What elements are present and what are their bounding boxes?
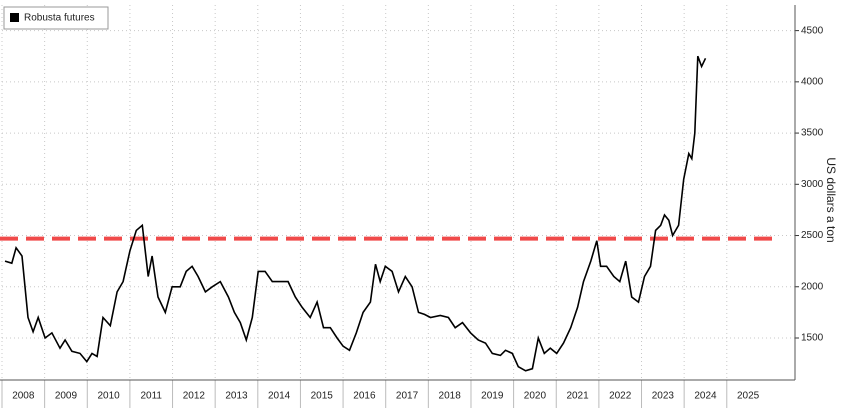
x-tick-label: 2024 xyxy=(694,391,717,402)
y-tick-label: 3000 xyxy=(801,179,824,190)
y-tick-label: 4500 xyxy=(801,25,824,36)
x-tick-label: 2023 xyxy=(652,391,675,402)
legend-box xyxy=(3,6,109,30)
x-tick-label: 2009 xyxy=(55,391,78,402)
x-tick-label: 2016 xyxy=(353,391,376,402)
x-tick-label: 2015 xyxy=(311,391,334,402)
x-tick-label: 2020 xyxy=(524,391,547,402)
legend-swatch xyxy=(10,13,19,22)
x-tick-label: 2013 xyxy=(225,391,248,402)
x-tick-label: 2019 xyxy=(481,391,504,402)
y-tick-label: 1500 xyxy=(801,333,824,344)
x-tick-label: 2014 xyxy=(268,391,291,402)
x-tick-label: 2017 xyxy=(396,391,419,402)
x-tick-label: 2018 xyxy=(439,391,462,402)
x-tick-label: 2010 xyxy=(97,391,120,402)
line-series xyxy=(4,55,707,372)
x-tick-label: 2021 xyxy=(566,391,589,402)
x-tick-label: 2022 xyxy=(609,391,632,402)
y-tick-label: 2500 xyxy=(801,230,824,241)
x-tick-label: 2025 xyxy=(737,391,760,402)
y-axis-label: US dollars a ton xyxy=(824,157,838,242)
x-tick-label: 2011 xyxy=(140,391,162,402)
y-tick-label: 4000 xyxy=(801,76,824,87)
x-tick-label: 2012 xyxy=(183,391,206,402)
x-tick-label: 2008 xyxy=(12,391,35,402)
y-tick-label: 3500 xyxy=(801,128,824,139)
legend-label: Robusta futures xyxy=(24,13,95,24)
y-tick-label: 2000 xyxy=(801,281,824,292)
